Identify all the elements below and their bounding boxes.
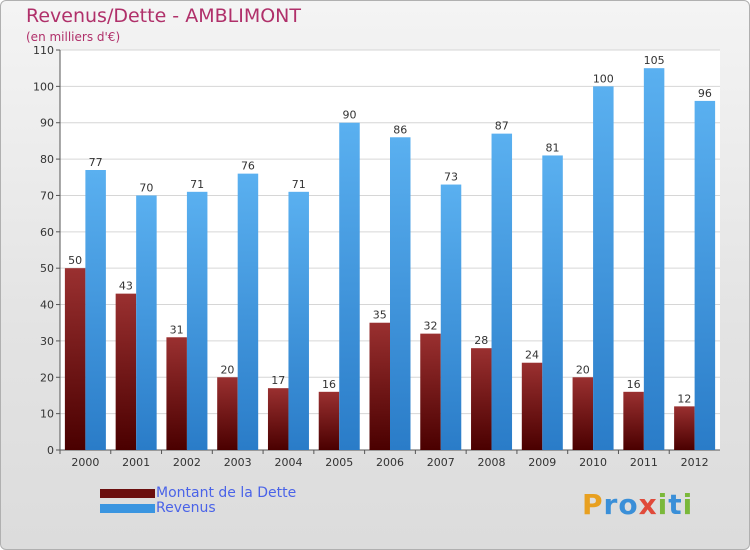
logo-letter: i (657, 488, 669, 521)
y-tick-label: 40 (40, 299, 54, 312)
data-label-revenus: 71 (190, 178, 204, 191)
x-tick-label: 2000 (71, 456, 99, 469)
proxiti-logo: Proxiti (582, 488, 693, 521)
bar-revenus (390, 137, 411, 451)
y-tick-label: 10 (40, 408, 54, 421)
bar-debt (318, 391, 340, 450)
data-label-debt: 24 (525, 349, 539, 362)
bar-revenus (186, 191, 208, 450)
legend-label-revenus: Revenus (156, 500, 216, 516)
legend-label-debt: Montant de la Dette (156, 485, 297, 501)
y-tick-label: 110 (33, 44, 54, 57)
bar-debt (267, 388, 289, 450)
logo-letter: o (618, 488, 639, 521)
bar-debt (674, 406, 695, 450)
x-tick-label: 2011 (630, 456, 658, 469)
x-tick-label: 2006 (376, 456, 404, 469)
chart-subtitle: (en milliers d'€) (26, 30, 121, 44)
y-tick-label: 60 (40, 226, 54, 239)
bar-debt (166, 337, 187, 450)
data-label-debt: 31 (170, 323, 184, 336)
bar-debt (64, 268, 86, 450)
y-tick-label: 100 (33, 80, 54, 93)
y-tick-label: 80 (40, 153, 54, 166)
data-label-debt: 32 (424, 320, 438, 333)
bar-debt (420, 333, 441, 450)
y-tick-label: 30 (40, 335, 54, 348)
legend-swatch-revenus (100, 504, 155, 513)
data-label-debt: 20 (576, 363, 590, 376)
x-tick-label: 2007 (427, 456, 455, 469)
bar-revenus (237, 173, 259, 451)
data-label-revenus: 71 (292, 178, 306, 191)
data-label-revenus: 100 (593, 72, 614, 85)
data-label-debt: 35 (373, 309, 387, 322)
logo-letter: t (668, 488, 683, 521)
x-tick-label: 2001 (122, 456, 150, 469)
data-label-debt: 43 (119, 280, 133, 293)
data-label-revenus: 105 (644, 54, 665, 67)
data-label-debt: 12 (677, 392, 691, 405)
x-tick-label: 2010 (579, 456, 607, 469)
x-tick-label: 2004 (274, 456, 302, 469)
data-label-revenus: 76 (241, 160, 255, 173)
bar-debt (521, 362, 543, 450)
y-tick-label: 50 (40, 262, 54, 275)
data-label-debt: 17 (271, 374, 285, 387)
data-label-revenus: 96 (698, 87, 712, 100)
bar-debt (217, 377, 238, 450)
bar-revenus (542, 155, 563, 451)
y-tick-label: 70 (40, 189, 54, 202)
data-label-revenus: 73 (444, 171, 458, 184)
x-tick-label: 2009 (528, 456, 556, 469)
data-label-revenus: 70 (139, 181, 153, 194)
bar-revenus (491, 133, 513, 451)
data-label-revenus: 90 (342, 109, 356, 122)
y-tick-label: 90 (40, 117, 54, 130)
bar-debt (369, 322, 390, 450)
y-tick-label: 0 (47, 444, 54, 457)
logo-letter: P (582, 488, 604, 521)
bar-debt (572, 377, 594, 450)
logo-letter: r (603, 488, 619, 521)
bar-debt (471, 348, 492, 450)
x-tick-label: 2012 (681, 456, 709, 469)
data-label-debt: 28 (474, 334, 488, 347)
bar-revenus (85, 170, 106, 450)
logo-letter: i (682, 488, 694, 521)
x-tick-label: 2003 (224, 456, 252, 469)
bar-revenus (288, 191, 309, 450)
data-label-debt: 16 (322, 378, 336, 391)
bar-revenus (694, 100, 716, 450)
bar-debt (623, 391, 644, 450)
x-tick-label: 2002 (173, 456, 201, 469)
legend-swatch-debt (100, 489, 155, 498)
bar-revenus (339, 122, 360, 451)
data-label-revenus: 87 (495, 120, 509, 133)
bar-revenus (593, 86, 614, 450)
bar-debt (115, 293, 137, 450)
data-label-revenus: 81 (546, 141, 560, 154)
y-tick-label: 20 (40, 371, 54, 384)
x-tick-label: 2005 (325, 456, 353, 469)
x-tick-label: 2008 (478, 456, 506, 469)
data-label-revenus: 86 (393, 123, 407, 136)
bar-revenus (643, 68, 665, 450)
bar-revenus (136, 195, 157, 450)
bar-revenus (440, 184, 462, 450)
data-label-revenus: 77 (89, 156, 103, 169)
data-label-debt: 50 (68, 254, 82, 267)
chart-title: Revenus/Dette - AMBLIMONT (26, 5, 301, 27)
data-label-debt: 16 (627, 378, 641, 391)
logo-letter: x (638, 488, 658, 521)
data-label-debt: 20 (220, 363, 234, 376)
